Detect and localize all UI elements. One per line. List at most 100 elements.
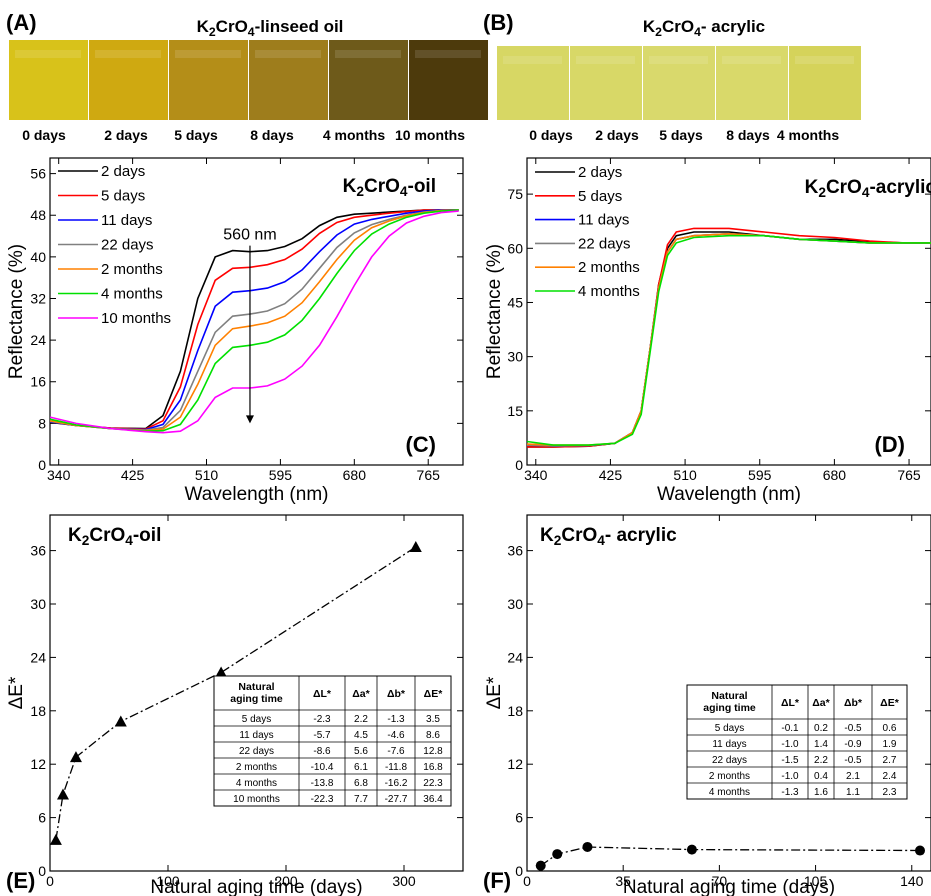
- chart-title: K2CrO4-oil: [343, 176, 436, 199]
- y-tick-label: 6: [515, 810, 523, 826]
- title-part-title-main: K: [540, 525, 554, 546]
- color-swatch: [497, 46, 569, 120]
- x-tick-label: 765: [897, 467, 921, 483]
- table-cell: 4 months: [709, 787, 750, 798]
- legend-entry: 11 days: [101, 212, 152, 229]
- y-axis-label: Reflectance (%): [6, 244, 27, 379]
- data-point: [915, 845, 926, 856]
- swatch-panel-0: (A) K2CrO4-linseed oil 0 days 2 days 5 days 8…: [6, 10, 488, 143]
- chart-0: 340 425 510 595 680 76508162432404856Waveleng…: [6, 157, 464, 505]
- header-line: aging time: [703, 702, 756, 714]
- table-cell: 4 months: [236, 778, 277, 789]
- title-part-title-mid: CrO: [826, 177, 862, 198]
- x-axis-label: Natural aging time (days): [623, 877, 835, 896]
- panel-label: (F): [483, 868, 511, 893]
- table-cell: 1.6: [814, 787, 828, 798]
- table-cell: 2.1: [846, 771, 860, 782]
- chart-title: K2CrO4-acrylic: [805, 177, 931, 200]
- table-cell: 2.2: [354, 714, 368, 725]
- x-tick-label: 595: [748, 467, 772, 483]
- table-header-cell: ΔL*: [313, 688, 332, 700]
- x-axis-label: Wavelength (nm): [657, 484, 801, 505]
- color-swatch: [643, 46, 715, 120]
- table-cell: 1.1: [846, 787, 860, 798]
- plot-area: [535, 841, 926, 871]
- table-cell: -13.8: [311, 778, 334, 789]
- plot-frame: [49, 157, 464, 466]
- y-tick-label: 48: [30, 207, 46, 223]
- color-swatch: [789, 46, 861, 120]
- x-tick-label: 765: [417, 467, 441, 483]
- plot-frame: [526, 514, 931, 872]
- swatch-label: 2 days: [595, 127, 639, 143]
- panel-label: (A): [6, 10, 37, 35]
- title-part-title-main: K: [643, 17, 656, 36]
- y-tick-label: 6: [38, 810, 46, 826]
- table-cell: -2.3: [313, 714, 331, 725]
- swatch-label: 0 days: [22, 127, 66, 143]
- series-line: [50, 209, 459, 430]
- x-tick-label: 340: [524, 467, 548, 483]
- table-header-cell: Δb*: [844, 697, 863, 709]
- x-tick-label: 70: [712, 873, 728, 889]
- title-part-title-sub1: 2: [655, 25, 662, 39]
- plot-area: [50, 541, 422, 845]
- table-cell: 2.3: [883, 787, 897, 798]
- x-axis-label: Wavelength (nm): [185, 484, 329, 505]
- data-point: [582, 841, 593, 852]
- swatch-label: 4 months: [777, 127, 839, 143]
- swatch-label: 0 days: [529, 127, 573, 143]
- table-cell: -4.6: [387, 730, 405, 741]
- table-header-cell: Natural aging time: [703, 690, 756, 714]
- table-frame: [686, 684, 908, 800]
- x-tick-label: 0: [523, 873, 531, 889]
- x-tick-label: 140: [900, 873, 924, 889]
- x-tick-label: 0: [46, 873, 54, 889]
- y-tick-label: 0: [515, 863, 523, 879]
- swatch-panel-1: (B) K2CrO4- acrylic 0 days 2 days 5 days 8 da…: [483, 10, 861, 143]
- plot-area: [50, 209, 459, 434]
- color-swatch: [9, 40, 88, 120]
- legend-entry: 4 months: [101, 286, 163, 303]
- title-part-title-rest: -acrylic: [869, 177, 931, 198]
- table-cell: 0.4: [814, 771, 828, 782]
- panel-label: (D): [874, 432, 905, 457]
- legend-entry: 10 months: [101, 310, 171, 327]
- table-cell: 2.2: [814, 755, 828, 766]
- table-header-cell: ΔL*: [781, 697, 800, 709]
- data-point: [56, 788, 69, 800]
- y-tick-label: 36: [30, 543, 46, 559]
- table-cell: 7.7: [354, 794, 368, 805]
- y-tick-label: 18: [507, 703, 523, 719]
- title-part-title-sub2: 4: [862, 185, 870, 200]
- table-header-cell: Δa*: [352, 688, 370, 700]
- arrow-head: [245, 415, 254, 424]
- y-tick-label: 45: [507, 294, 523, 310]
- table-cell: 10 months: [233, 794, 280, 805]
- table-header-cell: Natural aging time: [230, 681, 283, 705]
- color-swatch: [716, 46, 788, 120]
- swatch-label: 8 days: [250, 127, 294, 143]
- title-part-title-mid: CrO: [89, 525, 125, 546]
- legend-entry: 22 days: [101, 237, 154, 254]
- color-swatch: [89, 40, 168, 120]
- color-swatch: [169, 40, 248, 120]
- y-tick-label: 18: [30, 703, 46, 719]
- x-tick-label: 200: [274, 873, 298, 889]
- table-cell: -27.7: [385, 794, 408, 805]
- table-cell: 4.5: [354, 730, 368, 741]
- table-cell: 3.5: [426, 714, 440, 725]
- table-cell: 11 days: [239, 730, 273, 741]
- swatch-texture: [15, 50, 81, 58]
- panel-label: (C): [405, 432, 436, 457]
- panel-label: (B): [483, 10, 514, 35]
- table-cell: 22 days: [239, 746, 274, 757]
- table-cell: 6.8: [354, 778, 368, 789]
- swatch-label: 8 days: [726, 127, 770, 143]
- y-tick-label: 15: [507, 403, 523, 419]
- header-line: Natural: [238, 681, 274, 693]
- swatch-texture: [576, 56, 635, 64]
- swatch-panel-title: K2CrO4- acrylic: [643, 17, 765, 39]
- y-tick-label: 60: [507, 240, 523, 256]
